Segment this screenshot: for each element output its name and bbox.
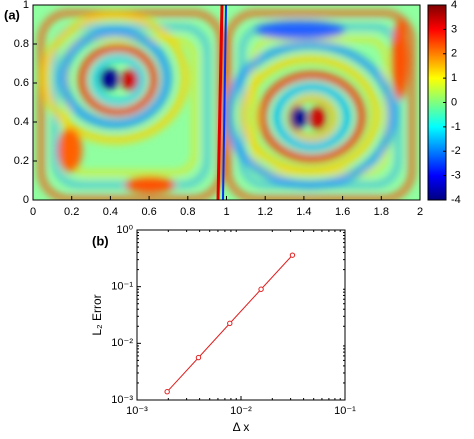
field-ring bbox=[64, 36, 198, 176]
data-point bbox=[227, 320, 233, 327]
x-axis-label: Δ x bbox=[233, 420, 250, 434]
x-tick-label: 10⁻³ bbox=[126, 405, 148, 417]
y-tick-label: 0.6 bbox=[14, 77, 29, 89]
data-point bbox=[289, 252, 296, 258]
field-blob bbox=[255, 21, 345, 39]
field-ring bbox=[78, 44, 158, 116]
data-point bbox=[164, 389, 170, 395]
y-tick-label: 0 bbox=[23, 194, 29, 206]
x-tick-label: 1.8 bbox=[374, 206, 389, 218]
plot-frame bbox=[136, 229, 346, 401]
colorbar-tick-label: 0 bbox=[451, 96, 457, 108]
field-ring bbox=[41, 12, 189, 144]
field-ring bbox=[273, 83, 351, 151]
panel-label: (b) bbox=[92, 233, 109, 248]
y-tick-label: 0.8 bbox=[14, 38, 29, 50]
x-tick-label: 0.6 bbox=[141, 206, 156, 218]
flow-field bbox=[33, 5, 420, 200]
y-tick-label: 1 bbox=[23, 0, 29, 11]
colorbar-tick-label: -2 bbox=[451, 145, 461, 157]
field-blob bbox=[58, 128, 82, 172]
colorbar-tick-label: -1 bbox=[451, 121, 461, 133]
y-tick-label: 0.2 bbox=[14, 155, 29, 167]
y-tick-label: 10⁰ bbox=[116, 224, 133, 236]
field-divider bbox=[216, 5, 224, 200]
x-tick-label: 0.8 bbox=[180, 206, 195, 218]
y-tick-label: 10⁻³ bbox=[111, 394, 133, 406]
x-tick-label: 2 bbox=[417, 206, 423, 218]
colorbar-tick-label: 3 bbox=[451, 23, 457, 35]
x-tick-label: 0 bbox=[30, 206, 36, 218]
x-tick-label: 1 bbox=[223, 206, 229, 218]
field-ring bbox=[258, 71, 366, 163]
data-point bbox=[258, 286, 264, 292]
field-ring bbox=[91, 55, 145, 105]
field-ring bbox=[224, 41, 396, 189]
y-tick-label: 10⁻¹ bbox=[111, 281, 133, 293]
field-blob bbox=[122, 69, 138, 91]
data-point bbox=[195, 354, 202, 361]
panel-label: (a) bbox=[4, 7, 20, 22]
colorbar-tick-label: -4 bbox=[451, 194, 461, 206]
x-tick-label: 0.4 bbox=[103, 206, 118, 218]
field-structures bbox=[38, 10, 415, 200]
y-tick-label: 0.4 bbox=[14, 116, 29, 128]
field-blob bbox=[125, 177, 175, 193]
x-tick-label: 0.2 bbox=[64, 206, 79, 218]
field-ring bbox=[58, 27, 172, 129]
colorbar-tick-label: 1 bbox=[451, 72, 457, 84]
x-tick-label: 10⁻² bbox=[230, 405, 252, 417]
field-blob bbox=[100, 68, 118, 90]
field-blob bbox=[392, 20, 408, 100]
colorbar-tick-label: -3 bbox=[451, 170, 461, 182]
x-tick-label: 1.4 bbox=[296, 206, 311, 218]
field-blob bbox=[290, 106, 306, 130]
y-tick-label: 10⁻² bbox=[111, 337, 133, 349]
field-ring bbox=[240, 55, 380, 175]
field-divider bbox=[222, 5, 227, 200]
x-tick-label: 10⁻¹ bbox=[334, 405, 356, 417]
x-tick-label: 1.6 bbox=[335, 206, 350, 218]
colorbar-tick-label: 4 bbox=[451, 0, 457, 11]
x-tick-label: 1.2 bbox=[258, 206, 273, 218]
colorbar-tick-label: 2 bbox=[451, 48, 457, 60]
field-blob bbox=[310, 106, 326, 130]
y-axis-label: L₂ Error bbox=[90, 294, 104, 335]
